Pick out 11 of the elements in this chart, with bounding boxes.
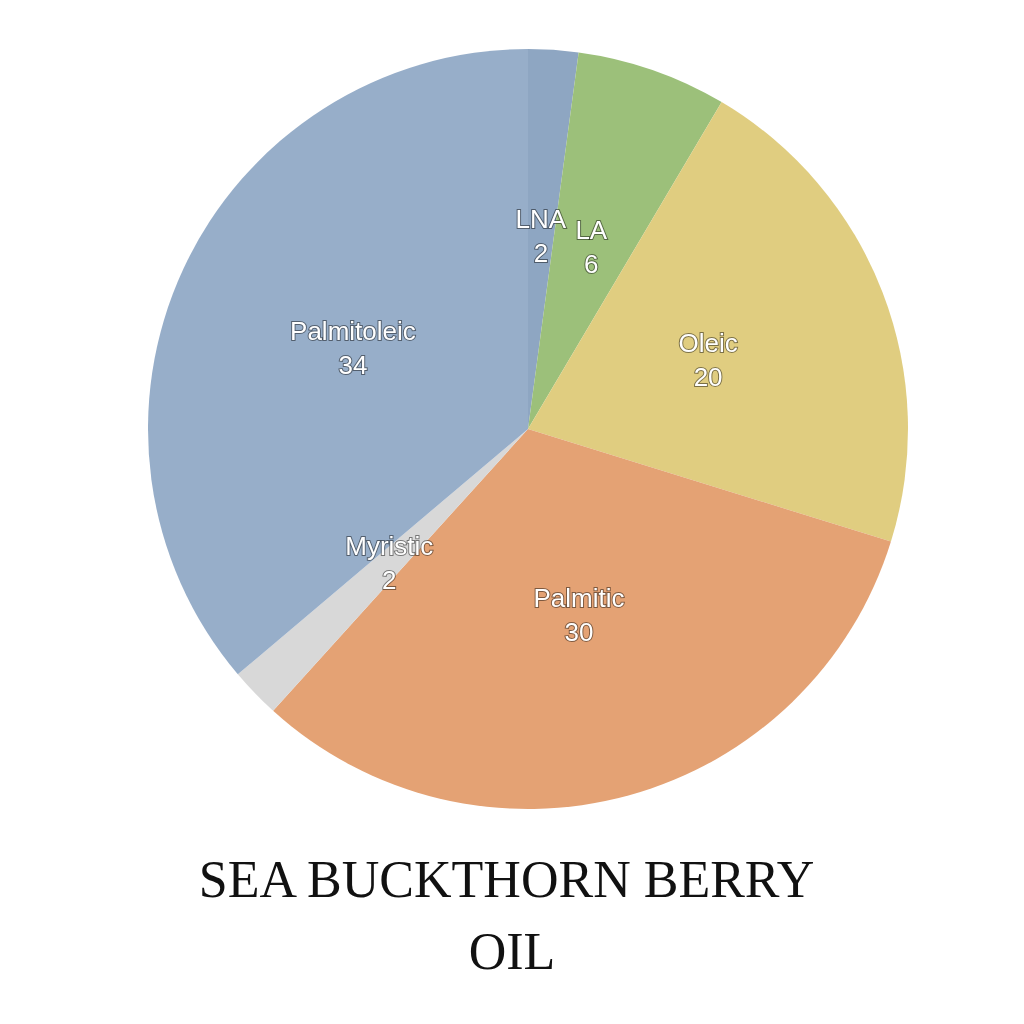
data-label: 34 [338, 349, 368, 380]
slice-label: LA [575, 214, 608, 245]
text: SEA BUCKTHORN BERRY OIL [198, 850, 826, 980]
slice-label: Palmitic [533, 583, 625, 614]
data-label: 6 [584, 248, 599, 279]
data-label: 30 [564, 617, 594, 648]
slice-label: Myristic [345, 531, 434, 562]
slice-label: Palmitoleic [290, 315, 416, 346]
slice-label: Oleic [678, 327, 738, 358]
data-label: 2 [533, 238, 549, 269]
data-label: 20 [693, 361, 723, 392]
